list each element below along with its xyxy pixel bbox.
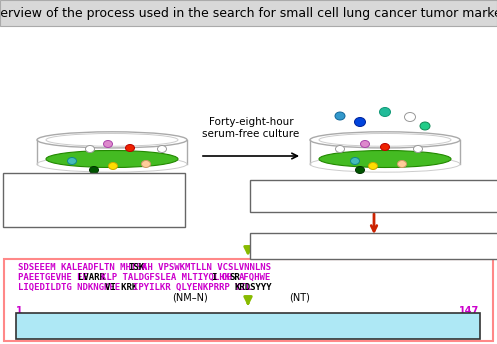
Text: Small-cell lung cancer cell line
SBC-3: Small-cell lung cancer cell line SBC-3 (14, 189, 173, 211)
Ellipse shape (319, 151, 451, 168)
Ellipse shape (85, 146, 94, 152)
FancyBboxPatch shape (3, 259, 494, 341)
Ellipse shape (368, 162, 378, 170)
Ellipse shape (355, 166, 364, 173)
Text: (NT): (NT) (290, 292, 311, 302)
Text: (NM–N): (NM–N) (172, 292, 208, 302)
Text: Secreted proteins: pro-neurotensin / neuromedin N: Secreted proteins: pro-neurotensin / neu… (56, 320, 440, 333)
Ellipse shape (126, 144, 135, 151)
Text: Forty-eight-hour
serum-free culture: Forty-eight-hour serum-free culture (202, 117, 300, 139)
Ellipse shape (381, 143, 390, 151)
Text: AFQHWE: AFQHWE (239, 273, 271, 282)
Ellipse shape (108, 162, 117, 170)
Text: PAEETGEVHE EE: PAEETGEVHE EE (18, 273, 88, 282)
FancyBboxPatch shape (3, 173, 185, 227)
Text: Identification using proteomics: Identification using proteomics (293, 241, 455, 251)
FancyBboxPatch shape (250, 180, 497, 213)
Text: AH VPSWKMTLLN VCSLVNNLNS: AH VPSWKMTLLN VCSLVNNLNS (142, 263, 271, 272)
Ellipse shape (350, 158, 359, 164)
Text: CH: CH (216, 273, 232, 282)
Ellipse shape (103, 140, 112, 148)
Ellipse shape (335, 112, 345, 120)
Text: VI KRK: VI KRK (105, 283, 138, 292)
FancyBboxPatch shape (250, 233, 497, 259)
Ellipse shape (414, 146, 422, 152)
Text: Overview of the process used in the search for small cell lung cancer tumor mark: Overview of the process used in the sear… (0, 7, 497, 20)
Text: KRDSYYY: KRDSYYY (234, 283, 272, 292)
Text: LIQEDILDTG NDKNGKEE: LIQEDILDTG NDKNGKEE (18, 283, 120, 292)
Ellipse shape (335, 146, 344, 152)
Text: 1: 1 (16, 306, 23, 316)
Ellipse shape (398, 161, 407, 168)
Text: Proteins secreted into the culture supernatant: Proteins secreted into the culture super… (253, 191, 495, 201)
Text: SDSEEEM KALEADFLTN MHTSK: SDSEEEM KALEADFLTN MHTSK (18, 263, 147, 272)
FancyBboxPatch shape (0, 0, 497, 26)
Ellipse shape (89, 166, 98, 173)
Ellipse shape (360, 140, 369, 148)
Ellipse shape (420, 122, 430, 130)
Ellipse shape (68, 158, 77, 164)
Text: IPYILKR QLYENKPRRP YIL: IPYILKR QLYENKPRRP YIL (133, 283, 251, 292)
Text: LVARR: LVARR (78, 273, 105, 282)
Ellipse shape (46, 151, 178, 168)
Text: KLP TALDGFSLEA MLTIYQLHK: KLP TALDGFSLEA MLTIYQLHK (101, 273, 230, 282)
Text: SR: SR (230, 273, 241, 282)
Text: ISK: ISK (128, 263, 145, 272)
Ellipse shape (405, 112, 415, 121)
Text: I: I (211, 273, 217, 282)
FancyBboxPatch shape (15, 313, 481, 339)
Ellipse shape (380, 107, 391, 117)
Ellipse shape (354, 118, 365, 127)
Ellipse shape (142, 161, 151, 168)
Text: 147: 147 (459, 306, 479, 316)
Ellipse shape (158, 146, 166, 152)
